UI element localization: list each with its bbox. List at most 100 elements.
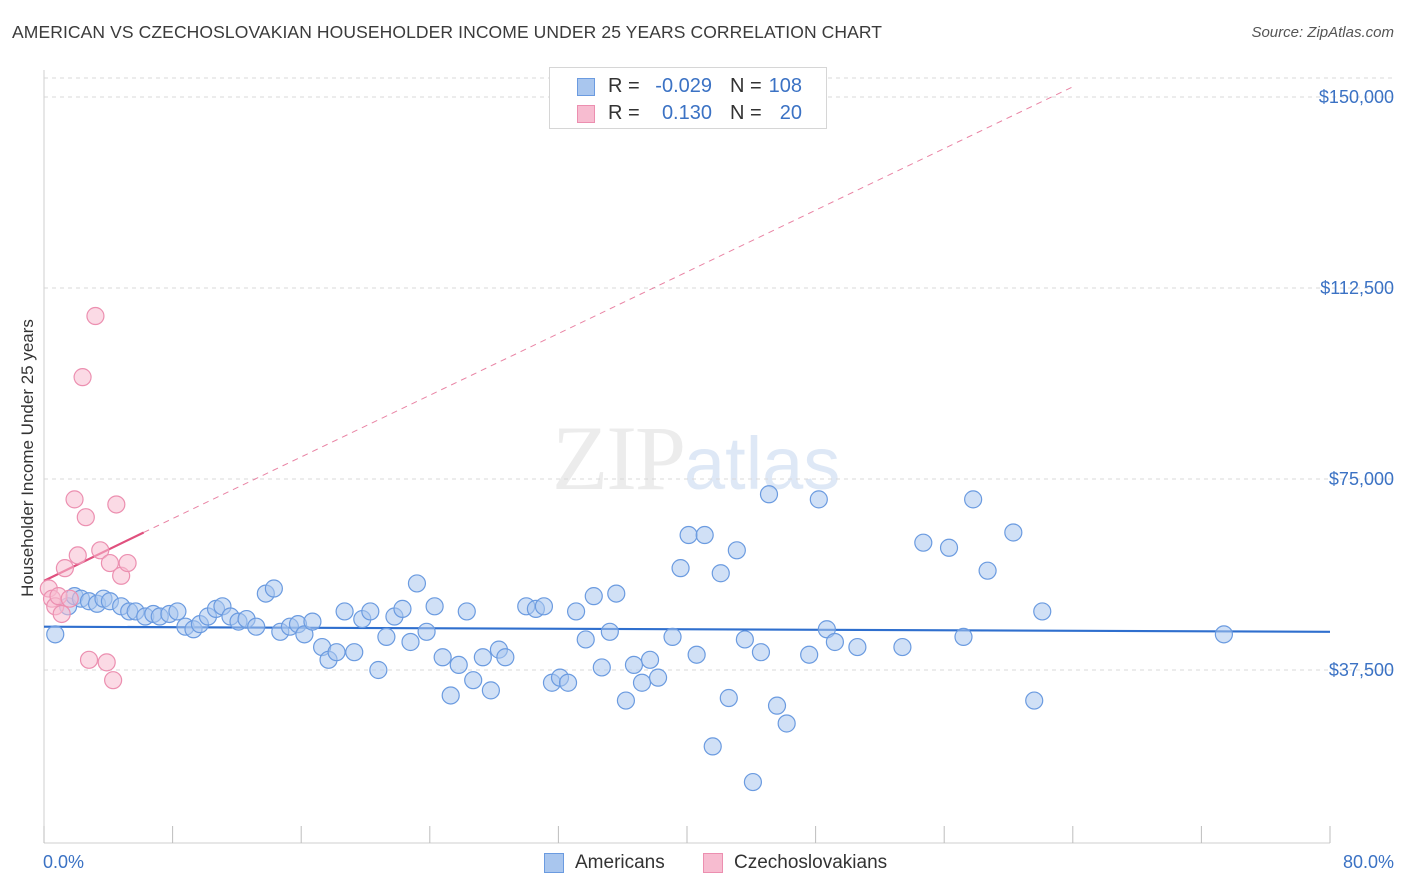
point-americans [616,691,636,710]
point-americans [809,490,828,509]
legend-row-americans: R = -0.029 N = 108 [550,74,826,100]
point-czechoslovakians [79,650,99,669]
correlation-legend: R = -0.029 N = 108 R = 0.130 N = 20 [549,67,827,129]
point-americans [473,648,492,667]
point-americans [711,564,730,583]
point-czechoslovakians [68,546,87,565]
point-americans [1033,602,1052,621]
point-americans [407,574,427,593]
y-tick-label-37500: $37,500 [1328,660,1394,680]
watermark: ZIPatlas [552,405,840,511]
point-americans [566,602,586,621]
trend-line-czechoslovakians-dashed [143,86,1074,533]
point-americans [759,485,779,504]
point-americans [848,637,867,657]
x-tick-label-max: 80.0% [1342,852,1394,872]
point-americans [964,490,983,509]
legend-swatch-czechoslovakians [703,853,723,873]
point-americans [719,688,738,708]
point-czechoslovakians [107,495,126,514]
point-czechoslovakians [55,559,74,578]
point-americans [264,579,283,598]
point-americans [751,643,771,662]
point-americans [327,643,346,662]
point-americans [624,655,644,675]
point-americans [825,632,844,652]
chart-title: AMERICAN VS CZECHOSLOVAKIAN HOUSEHOLDER … [12,22,883,42]
point-americans [401,632,420,652]
legend-swatch-americans [544,853,564,873]
point-czechoslovakians [86,306,105,326]
point-americans [632,673,652,692]
series-legend: Americans Czechoslovakians [0,852,1406,878]
point-americans [377,627,396,646]
point-czechoslovakians [52,604,71,624]
point-czechoslovakians [100,553,120,573]
y-tick-label-112500: $112,500 [1320,278,1394,298]
point-americans [449,655,468,675]
point-americans [679,525,698,545]
point-americans [425,597,444,616]
point-americans [247,617,266,636]
legend-n-label: N = [730,75,762,97]
point-americans [393,599,412,618]
point-americans [607,584,626,603]
legend-label-czechoslovakians: Czechoslovakians [734,852,888,873]
point-americans [640,650,660,669]
point-americans [777,714,796,733]
point-americans [417,622,436,641]
point-americans [46,625,65,644]
point-americans [433,648,452,667]
point-americans [168,602,187,621]
point-americans [648,668,668,687]
point-americans [695,525,714,545]
point-americans [727,541,746,560]
point-americans [335,602,354,621]
point-americans [576,630,595,649]
point-americans [303,612,322,631]
point-czechoslovakians [118,553,137,573]
point-americans [481,681,500,700]
point-americans [369,660,388,680]
legend-n-value: 20 [779,102,802,124]
point-americans [600,622,619,641]
y-tick-label-150000: $150,000 [1318,87,1394,107]
point-americans [735,630,754,649]
watermark-zip: ZIP [552,407,686,509]
point-americans [671,559,690,578]
point-americans [496,648,515,667]
point-americans [1214,625,1234,644]
point-americans [1025,691,1044,710]
point-americans [592,658,611,677]
legend-n-value: 108 [768,75,802,97]
point-czechoslovakians [76,508,95,527]
point-americans [558,673,578,692]
point-americans [457,602,476,621]
point-americans [584,587,603,606]
legend-swatch-czechoslovakians [577,105,595,123]
point-americans [893,637,912,657]
source-credit: Source: ZipAtlas.com [1251,24,1394,41]
y-tick-label-75000: $75,000 [1328,469,1394,489]
point-americans [345,643,364,662]
point-americans [687,645,706,664]
point-americans [1004,523,1023,542]
point-americans [978,561,997,580]
point-americans [464,671,483,690]
point-czechoslovakians [91,541,110,560]
y-axis-label: Householder Income Under 25 years [18,319,37,597]
legend-row-czechoslovakians: R = 0.130 N = 20 [550,101,826,127]
legend-r-label: R = [608,75,640,97]
point-americans [954,627,973,646]
point-czechoslovakians [104,671,123,690]
point-czechoslovakians [73,368,92,387]
point-americans [767,696,787,715]
legend-label-americans: Americans [575,852,665,873]
point-czechoslovakians [97,653,116,672]
point-americans [361,602,380,621]
x-tick-label-min: 0.0% [43,852,85,872]
legend-swatch-americans [577,78,595,96]
point-americans [939,538,959,557]
point-americans [663,627,682,646]
